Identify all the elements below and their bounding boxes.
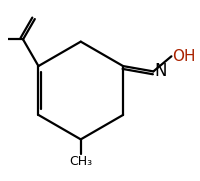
Text: N: N	[154, 62, 166, 80]
Text: OH: OH	[172, 49, 195, 64]
Text: CH₃: CH₃	[69, 155, 92, 168]
